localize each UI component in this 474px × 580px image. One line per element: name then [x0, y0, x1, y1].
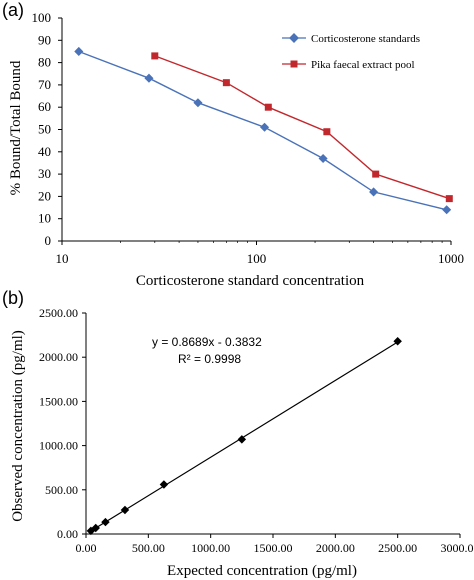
chart-a-point-faecal [151, 52, 159, 60]
chart-a-point-standards [193, 98, 203, 108]
chart-b-y-tick-label: 1500.00 [39, 394, 78, 408]
chart-a-point-standards [369, 187, 379, 197]
chart-a-y-tick-label: 10 [38, 211, 51, 226]
chart-b-x-tick-label: 1500.00 [254, 541, 293, 555]
legend-marker-faecal [290, 60, 298, 68]
chart-a-x-tick-label: 100 [247, 251, 267, 266]
chart-b-y-tick-label: 0.00 [57, 527, 78, 541]
chart-a-point-standards [260, 122, 270, 132]
chart-a-y-tick-label: 30 [38, 166, 51, 181]
chart-a-series-line [154, 55, 450, 200]
chart-b-x-tick-label: 3000.00 [441, 541, 474, 555]
chart-a-point-standards [74, 46, 84, 56]
chart-a-point-faecal [445, 195, 453, 203]
chart-a-point-standards [318, 153, 328, 164]
chart-a-y-tick-label: 70 [38, 77, 51, 92]
chart-b-x-tick-label: 0.00 [76, 541, 97, 555]
chart-a-ylabel: % Bound/Total Bound [8, 60, 24, 195]
chart-b-x-tick-label: 2000.00 [316, 541, 355, 555]
chart-a-y-tick-label: 40 [38, 144, 51, 159]
chart-b-point [101, 517, 110, 527]
chart-b-x-tick-label: 2500.00 [378, 541, 417, 555]
chart-b-y-tick-label: 2000.00 [39, 350, 78, 364]
legend-label-faecal: Pika faecal extract pool [311, 59, 415, 71]
chart-b-point [393, 337, 402, 346]
chart-b-y-tick-label: 2500.00 [39, 306, 78, 320]
chart-a-y-tick-label: 60 [38, 99, 51, 114]
chart-b-equation: y = 0.8689x - 0.3832 [152, 335, 262, 349]
chart-a-x-tick-label: 1000 [438, 251, 464, 266]
legend-label-standards: Corticosterone standards [311, 33, 420, 45]
chart-a-point-faecal [372, 170, 380, 178]
chart-a: 0 10 20 30 40 50 60 70 80 90 100 10 100 1000 [32, 10, 465, 266]
chart-b-xlabel: Expected concentration (pg/ml) [167, 563, 357, 579]
chart-b-y-tick-label: 500.00 [45, 483, 78, 497]
chart-a-y-tick-label: 20 [38, 188, 51, 203]
chart-b-trendline [90, 341, 398, 532]
chart-a-y-tick-label: 50 [38, 122, 51, 137]
chart-b-y-tick-label: 1000.00 [39, 439, 78, 453]
chart-a-point-standards [442, 205, 452, 215]
chart-a-point-faecal [323, 128, 331, 136]
chart-a-y-tick-label: 0 [45, 233, 52, 248]
chart-b-ylabel: Observed concentration (pg/ml) [10, 330, 26, 522]
chart-b-point [237, 435, 247, 444]
chart-b: 0.00 500.00 1000.00 1500.00 2000.00 2500.00 0.… [39, 306, 474, 555]
chart-a-y-tick-label: 80 [38, 55, 51, 70]
chart-b-x-tick-label: 1000.00 [191, 541, 230, 555]
chart-a-y-tick-label: 90 [38, 32, 51, 47]
chart-a-y-tick-label: 100 [32, 10, 52, 25]
panel-a-label: (a) [2, 0, 24, 20]
chart-a-point-faecal [222, 79, 230, 87]
chart-b-point [120, 505, 130, 515]
chart-a-point-standards [144, 73, 154, 83]
chart-a-point-faecal [264, 103, 272, 111]
chart-a-xlabel: Corticosterone standard concentration [136, 273, 365, 289]
chart-a-legend: Corticosterone standards Pika faecal ext… [282, 33, 420, 71]
legend-marker-standards [289, 33, 299, 43]
panel-b-label: (b) [2, 288, 24, 308]
chart-b-r-squared: R² = 0.9998 [178, 352, 241, 366]
chart-a-x-tick-label: 10 [56, 251, 69, 266]
chart-b-x-tick-label: 500.00 [132, 541, 165, 555]
chart-a-series-line [78, 50, 447, 211]
chart-b-point [159, 480, 169, 489]
